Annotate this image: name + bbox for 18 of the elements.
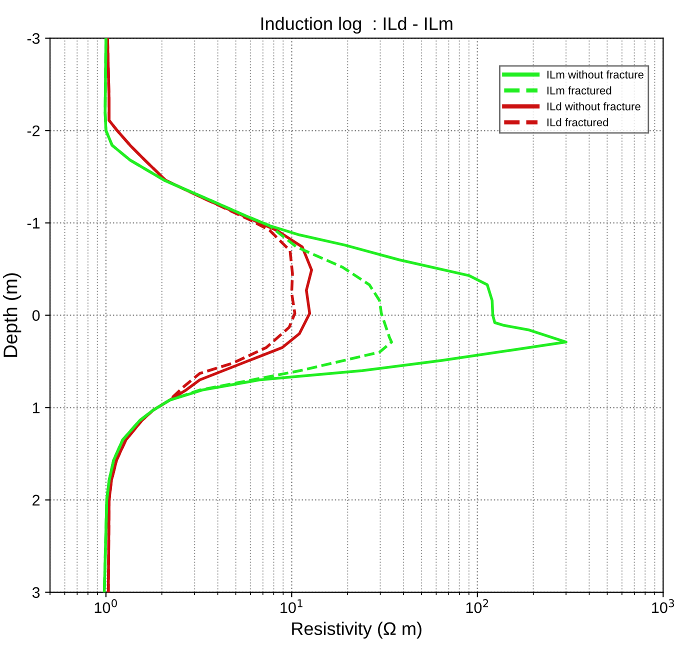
x-tick-label: 10$^{0}$ bbox=[94, 599, 117, 614]
x-axis-title: Resistivity (Ω m) bbox=[292, 622, 422, 639]
y-tick-label: 1 bbox=[32, 402, 40, 414]
y-tick-label: -3 bbox=[27, 33, 40, 44]
legend-label: ILm without fracture bbox=[547, 70, 644, 79]
x-tick-label: 10$^{2}$ bbox=[466, 599, 488, 614]
legend-label: ILd fractured bbox=[547, 118, 608, 126]
y-tick-label: 3 bbox=[32, 587, 40, 598]
y-tick-label: 2 bbox=[32, 494, 40, 506]
x-tick-label: 10$^{3}$ bbox=[652, 599, 674, 614]
chart-title: Induction log : ILd - ILm bbox=[261, 16, 452, 34]
y-axis-title: Depth (m) bbox=[3, 273, 22, 357]
y-tick-label: 0 bbox=[32, 310, 40, 321]
x-tick-label: 10$^{1}$ bbox=[280, 599, 302, 614]
legend-label: ILd without fracture bbox=[547, 102, 640, 110]
y-tick-label: -2 bbox=[27, 125, 40, 136]
y-tick-label: -1 bbox=[27, 218, 40, 228]
legend-label: ILm fractured bbox=[547, 86, 612, 94]
